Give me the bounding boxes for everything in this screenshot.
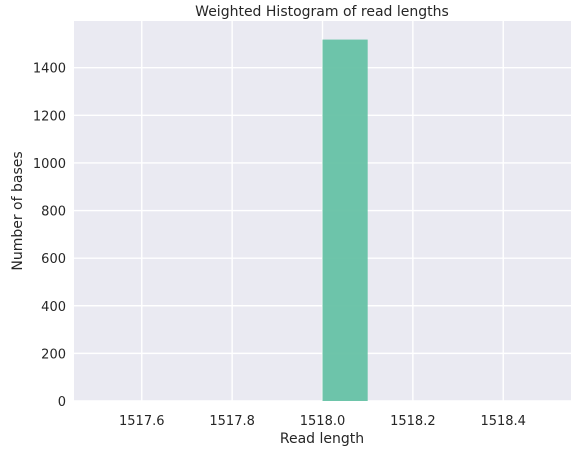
x-tick-label: 1517.6 (119, 414, 165, 429)
y-tick-label: 1000 (33, 157, 66, 172)
x-tick-label: 1518.4 (480, 414, 526, 429)
y-axis-label: Number of bases (10, 151, 26, 270)
y-tick-label: 400 (41, 300, 66, 315)
y-tick-label: 0 (58, 395, 66, 410)
y-tick-label: 600 (41, 252, 66, 267)
x-tick-label: 1517.8 (209, 414, 255, 429)
y-tick-label: 1400 (33, 62, 66, 77)
histogram-bar (322, 39, 368, 401)
y-tick-label: 1200 (33, 109, 66, 124)
x-tick-label: 1518.0 (300, 414, 346, 429)
bars (322, 39, 368, 401)
x-axis-label: Read length (280, 431, 364, 447)
x-tick-labels: 1517.6 1517.8 1518.0 1518.2 1518.4 (119, 414, 526, 429)
y-tick-labels: 0 200 400 600 800 1000 1200 1400 (33, 62, 66, 410)
y-tick-label: 200 (41, 347, 66, 362)
chart-title: Weighted Histogram of read lengths (195, 4, 449, 20)
x-tick-label: 1518.2 (390, 414, 436, 429)
y-tick-label: 800 (41, 205, 66, 220)
